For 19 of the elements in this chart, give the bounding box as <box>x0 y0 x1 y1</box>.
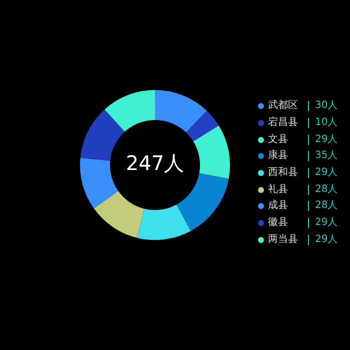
legend-label: 成县 <box>268 200 289 212</box>
data-label: 29人 <box>315 234 338 246</box>
legend-label: 西和县 <box>268 167 299 180</box>
legend-label: 礼县 <box>268 184 289 196</box>
text: 247人 <box>126 151 184 176</box>
data-label: 10人 <box>315 117 338 130</box>
data-label: 29人 <box>315 134 338 146</box>
data-label: 29人 <box>315 217 338 230</box>
data-label: 35人 <box>315 150 338 162</box>
legend-label: 康县 <box>268 150 289 162</box>
legend-label: 文县 <box>268 134 289 146</box>
data-label: 29人 <box>315 167 338 180</box>
legend-label: 徽县 <box>268 217 289 230</box>
data-label: 28人 <box>315 200 338 212</box>
legend-label: 宕昌县 <box>268 117 299 130</box>
data-label: 30人 <box>315 100 338 112</box>
data-label: 28人 <box>315 184 338 196</box>
legend-label: 武都区 <box>268 100 299 112</box>
legend-label: 两当县 <box>268 234 299 246</box>
